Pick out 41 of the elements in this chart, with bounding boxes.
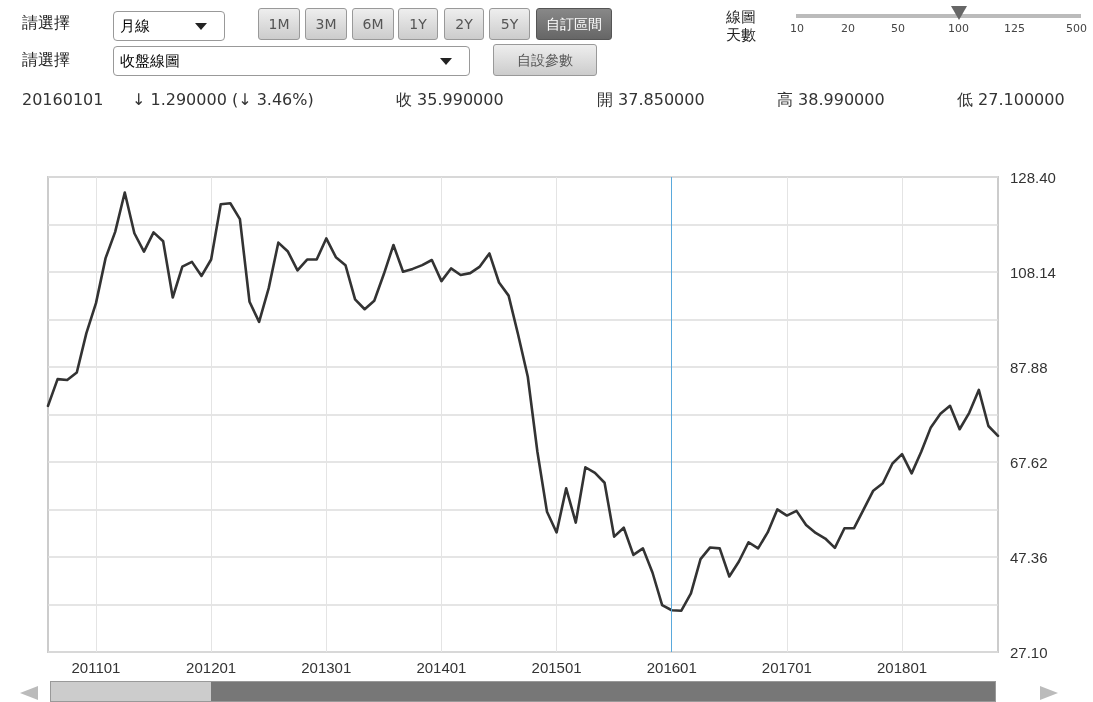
text: 收盤線圖 — [113, 46, 470, 76]
x-tick-label: 201501 — [531, 659, 582, 676]
text: 125 — [1004, 22, 1025, 35]
text: 50 — [891, 22, 905, 35]
x-tick-label: 201401 — [416, 659, 467, 676]
text: 100 — [948, 22, 969, 35]
y-tick-label: 108.14 — [1010, 263, 1056, 281]
text: 自設參數 — [493, 44, 597, 76]
text: 線圖 — [726, 8, 756, 26]
y-tick-label: 27.10 — [1010, 643, 1048, 661]
text: 高 38.990000 — [777, 90, 885, 111]
text: 請選擇 — [22, 13, 70, 32]
x-tick-label: 201701 — [761, 659, 812, 676]
text: 1M — [258, 8, 300, 40]
text: 5Y — [489, 8, 530, 40]
text: 20160101 — [22, 90, 104, 109]
text: 1Y — [398, 8, 438, 40]
text: 10 — [790, 22, 804, 35]
x-tick-label: 201301 — [301, 659, 352, 676]
line-series — [46, 191, 1000, 613]
y-tick-label: 87.88 — [1010, 358, 1048, 376]
text: ↓ 1.290000 (↓ 3.46%) — [132, 90, 314, 109]
text: 開 37.850000 — [597, 90, 705, 111]
text: 500 — [1066, 22, 1087, 35]
text: 2Y — [444, 8, 484, 40]
x-tick-label: 201201 — [186, 659, 237, 676]
text: 6M — [352, 8, 394, 40]
text: 請選擇 — [22, 50, 70, 69]
text: 3M — [305, 8, 347, 40]
text: 月線 — [113, 11, 225, 41]
y-tick-label: 128.40 — [1010, 168, 1056, 186]
text: 自訂區間 — [536, 8, 612, 40]
y-tick-label: 47.36 — [1010, 548, 1048, 566]
text: 低 27.100000 — [957, 90, 1065, 111]
text: 20 — [841, 22, 855, 35]
x-tick-label: 201601 — [646, 659, 697, 676]
text: 收 35.990000 — [396, 90, 504, 111]
text: 天數 — [726, 26, 756, 44]
x-tick-label: 201801 — [877, 659, 928, 676]
y-tick-label: 67.62 — [1010, 453, 1048, 471]
x-tick-label: 201101 — [71, 659, 121, 676]
